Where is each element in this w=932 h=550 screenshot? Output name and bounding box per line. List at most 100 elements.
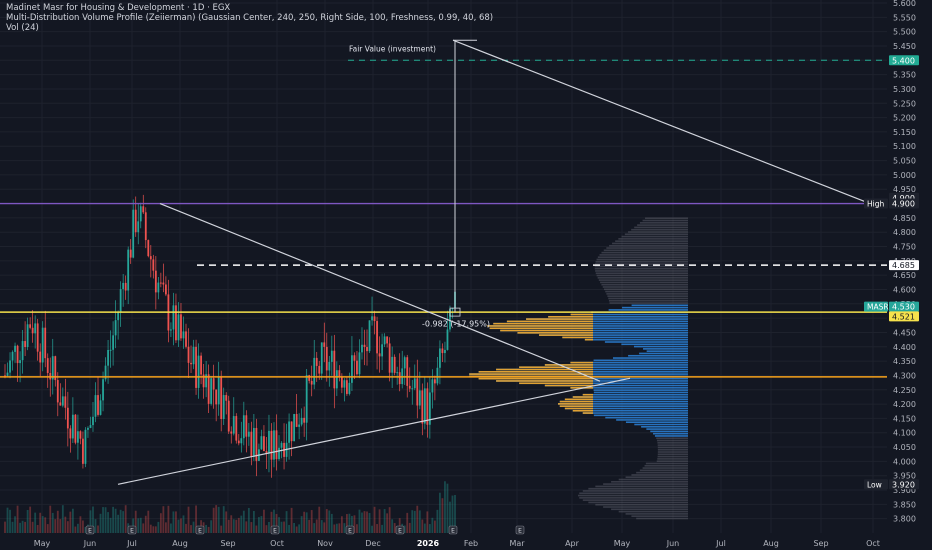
profile-bin	[631, 515, 688, 517]
candle-up	[172, 305, 175, 330]
candle-up	[14, 345, 16, 352]
dashed-level-price-value: 4.685	[892, 261, 915, 270]
volume-bar	[185, 523, 187, 533]
symbol-tag-bg	[864, 301, 888, 312]
volume-bar	[426, 511, 429, 533]
profile-bin	[611, 481, 688, 483]
candle-down	[220, 376, 223, 419]
volume-bar	[220, 525, 223, 533]
volume-bar	[305, 512, 308, 533]
profile-bin-hot	[517, 332, 593, 334]
volume-bar	[418, 510, 421, 533]
candle-down	[398, 372, 401, 385]
profile-bin	[562, 336, 688, 339]
event-box	[345, 525, 355, 535]
event-letter: E	[348, 528, 352, 535]
candle-down	[235, 416, 238, 441]
time-tick: 2026	[417, 539, 440, 548]
profile-bin-hot	[570, 313, 593, 316]
candle-up	[436, 367, 439, 384]
volume-bar	[172, 511, 175, 533]
volume-bar	[109, 517, 112, 533]
volume-bar	[258, 517, 260, 533]
candle-down	[185, 331, 187, 347]
candle-up	[26, 324, 29, 348]
volume-bar	[122, 511, 125, 533]
candle-down	[265, 451, 268, 454]
price-tick: 4.300	[893, 371, 916, 380]
profile-bin	[636, 471, 688, 474]
price-tick: 3.800	[893, 515, 916, 524]
symbol-tag: MASR	[867, 303, 889, 312]
candle-up	[177, 314, 180, 341]
profile-bin-hot	[478, 370, 593, 373]
price-tick: 4.600	[893, 285, 916, 294]
profile-bin	[600, 281, 688, 284]
profile-bin	[625, 513, 688, 515]
volume-bar	[149, 524, 152, 533]
profile-bin-hot	[493, 322, 593, 325]
candle-down	[308, 375, 311, 381]
time-tick: May	[34, 539, 51, 548]
price-tick: 5.550	[893, 13, 916, 22]
volume-bar	[320, 520, 323, 533]
profile-bin	[628, 231, 688, 233]
profile-bin	[657, 451, 688, 453]
candle-up	[192, 346, 195, 365]
price-tick: 4.800	[893, 228, 916, 237]
candle-down	[4, 375, 6, 377]
event-marker: E	[515, 525, 525, 535]
price-axis	[887, 0, 932, 550]
volume-bar	[94, 519, 97, 533]
candle-down	[245, 415, 248, 437]
profile-bin	[628, 354, 688, 357]
candle-down	[97, 395, 99, 415]
low-tag-bg	[864, 479, 888, 490]
profile-bin	[639, 222, 688, 224]
candle-up	[119, 289, 122, 312]
profile-bin	[656, 460, 688, 462]
volume-bar	[308, 519, 311, 533]
volume-bar	[263, 509, 265, 533]
volume-bar	[363, 511, 366, 533]
candle-down	[64, 396, 67, 408]
price-tick: 4.150	[893, 414, 916, 423]
candle-up	[413, 378, 416, 389]
volume-bar	[255, 525, 258, 533]
event-box	[270, 525, 280, 535]
volume-bar	[107, 512, 109, 533]
volume-bar	[14, 516, 16, 533]
volume-bar	[36, 525, 39, 533]
candle-up	[428, 392, 431, 425]
price-tick: 5.100	[893, 142, 916, 151]
profile-bin	[506, 320, 688, 323]
volume-bar	[423, 523, 426, 533]
ascending-trendline	[117, 377, 631, 485]
profile-bin	[570, 387, 688, 389]
profile-bin	[588, 487, 688, 490]
candle-down	[190, 362, 192, 365]
profile-bin-hot	[564, 407, 593, 410]
volume-bar	[444, 481, 446, 533]
candle-up	[252, 427, 255, 457]
profile-bin	[593, 391, 688, 394]
profile-bin-hot	[500, 329, 593, 332]
profile-bin	[601, 251, 688, 254]
profile-bin	[603, 483, 688, 485]
profile-bin-hot	[584, 338, 593, 341]
profile-bin	[657, 444, 688, 446]
volume-bar	[44, 517, 47, 533]
candle-up	[137, 221, 140, 233]
volume-bar	[348, 513, 351, 533]
price-tick: 3.850	[893, 500, 916, 509]
candle-down	[310, 380, 313, 385]
profile-bin	[657, 448, 688, 451]
volume-bar	[260, 516, 263, 533]
candle-down	[29, 324, 32, 328]
volume-bar	[436, 509, 439, 533]
profile-bin	[618, 238, 688, 240]
candle-down	[408, 385, 411, 389]
volume-bar	[182, 515, 185, 533]
